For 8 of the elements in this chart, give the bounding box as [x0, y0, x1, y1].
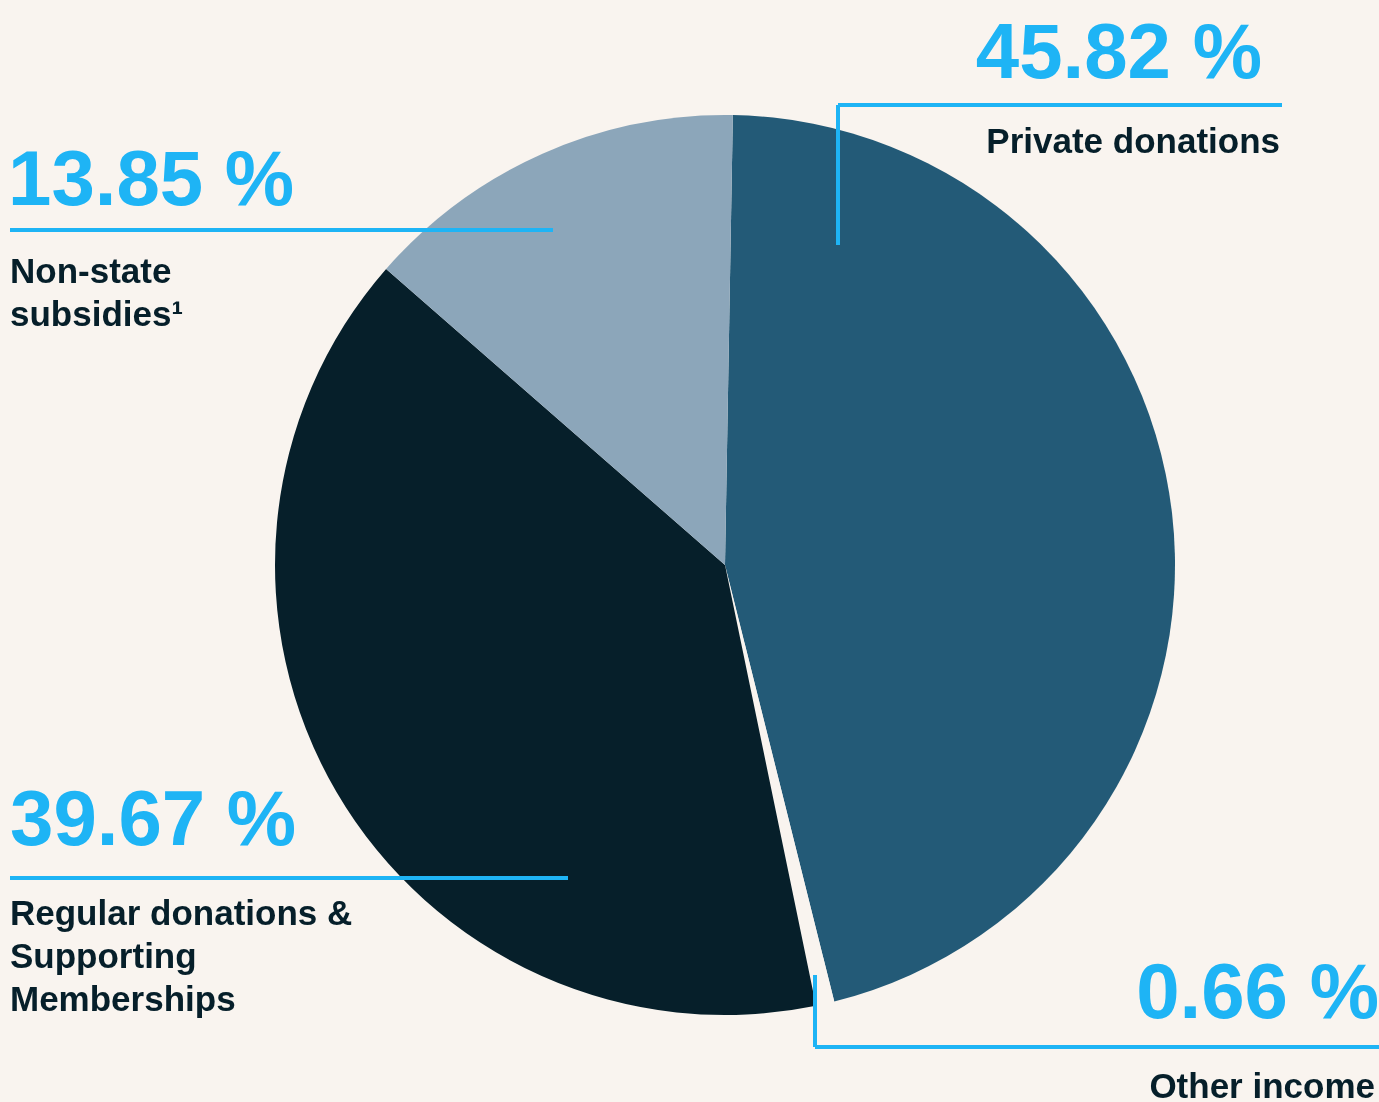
slice-label: Regular donations & Supporting Memberships [10, 893, 353, 1018]
data-label: 13.85 % [8, 134, 295, 222]
slice-label: Other income [1149, 1066, 1375, 1102]
slice-label: Non-state subsidies¹ [10, 251, 184, 333]
data-label: 39.67 % [10, 774, 297, 862]
data-label: 45.82 % [975, 7, 1262, 95]
slice-label: Private donations [986, 121, 1280, 160]
data-label: 0.66 % [1136, 947, 1379, 1035]
